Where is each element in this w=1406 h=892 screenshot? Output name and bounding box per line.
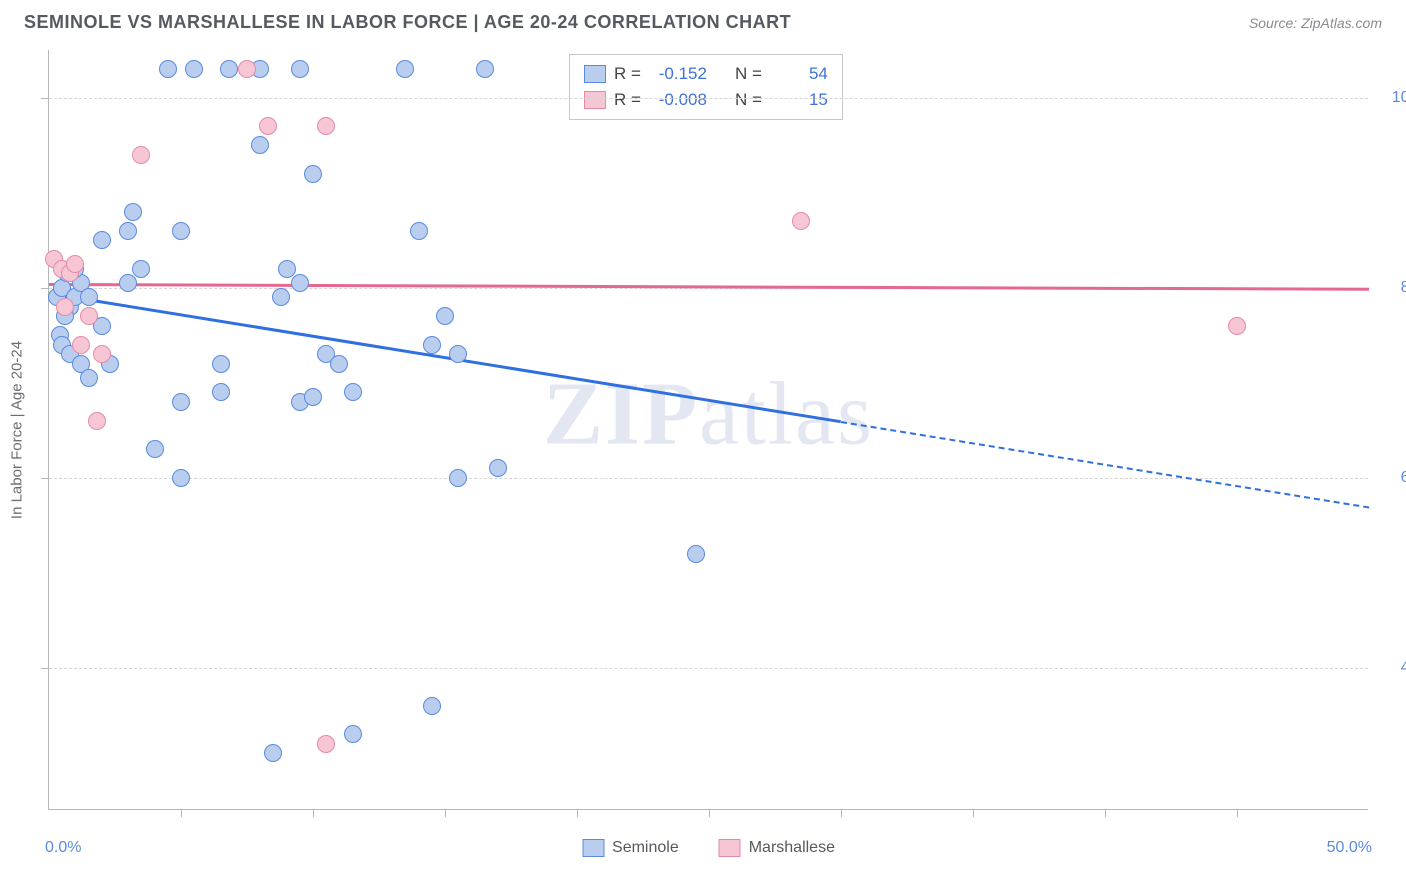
x-tick [313,809,314,817]
data-point [172,222,190,240]
legend-r-value: -0.008 [649,87,707,113]
data-point [119,222,137,240]
y-tick [41,668,49,669]
data-point [124,203,142,221]
y-tick-label: 80.0% [1376,279,1406,297]
legend-series-name: Marshallese [749,839,835,857]
scatter-plot: In Labor Force | Age 20-24 ZIPatlas R =-… [48,50,1368,810]
data-point [172,393,190,411]
legend-item: Seminole [582,839,679,857]
x-tick [1105,809,1106,817]
data-point [449,469,467,487]
x-tick [709,809,710,817]
data-point [330,355,348,373]
data-point [272,288,290,306]
regression-line [841,421,1369,508]
data-point [317,735,335,753]
data-point [132,260,150,278]
x-tick [181,809,182,817]
legend-swatch [582,839,604,857]
data-point [344,725,362,743]
legend-r-label: R = [614,61,641,87]
data-point [436,307,454,325]
legend-n-label: N = [735,87,762,113]
data-point [423,336,441,354]
data-point [449,345,467,363]
data-point [344,383,362,401]
data-point [291,274,309,292]
legend-r-label: R = [614,87,641,113]
y-tick-label: 40.0% [1376,659,1406,677]
correlation-legend: R = -0.152 N = 54 R = -0.008 N = 15 [569,54,843,120]
y-tick [41,288,49,289]
gridline-horizontal [49,98,1368,99]
data-point [476,60,494,78]
data-point [489,459,507,477]
legend-swatch [719,839,741,857]
data-point [410,222,428,240]
data-point [264,744,282,762]
gridline-horizontal [49,478,1368,479]
legend-series-name: Seminole [612,839,679,857]
legend-n-value: 15 [770,87,828,113]
data-point [146,440,164,458]
data-point [238,60,256,78]
data-point [251,136,269,154]
x-tick [841,809,842,817]
data-point [80,288,98,306]
data-point [278,260,296,278]
data-point [304,165,322,183]
data-point [88,412,106,430]
legend-n-label: N = [735,61,762,87]
data-point [212,355,230,373]
legend-n-value: 54 [770,61,828,87]
x-tick [577,809,578,817]
legend-row: R = -0.152 N = 54 [584,61,828,87]
data-point [72,336,90,354]
data-point [304,388,322,406]
legend-item: Marshallese [719,839,835,857]
y-tick-label: 60.0% [1376,469,1406,487]
y-tick [41,98,49,99]
data-point [66,255,84,273]
x-axis-max: 50.0% [1327,839,1372,857]
series-legend: Seminole Marshallese [582,839,835,857]
x-axis-min: 0.0% [45,839,81,857]
chart-title: SEMINOLE VS MARSHALLESE IN LABOR FORCE |… [24,12,791,33]
data-point [220,60,238,78]
data-point [119,274,137,292]
legend-row: R = -0.008 N = 15 [584,87,828,113]
legend-swatch [584,91,606,109]
x-tick [1237,809,1238,817]
legend-r-value: -0.152 [649,61,707,87]
gridline-horizontal [49,668,1368,669]
data-point [93,231,111,249]
data-point [687,545,705,563]
legend-swatch [584,65,606,83]
data-point [259,117,277,135]
y-tick [41,478,49,479]
data-point [1228,317,1246,335]
x-tick [445,809,446,817]
data-point [423,697,441,715]
data-point [317,117,335,135]
y-tick-label: 100.0% [1376,89,1406,107]
data-point [56,298,74,316]
data-point [396,60,414,78]
watermark-text: ZIPatlas [543,363,874,466]
data-point [159,60,177,78]
data-point [80,369,98,387]
data-point [185,60,203,78]
data-point [792,212,810,230]
regression-line [49,283,1369,291]
data-point [212,383,230,401]
data-point [80,307,98,325]
y-axis-title: In Labor Force | Age 20-24 [9,340,26,518]
data-point [93,345,111,363]
source-attribution: Source: ZipAtlas.com [1249,15,1382,31]
data-point [172,469,190,487]
x-tick [973,809,974,817]
data-point [291,60,309,78]
data-point [132,146,150,164]
